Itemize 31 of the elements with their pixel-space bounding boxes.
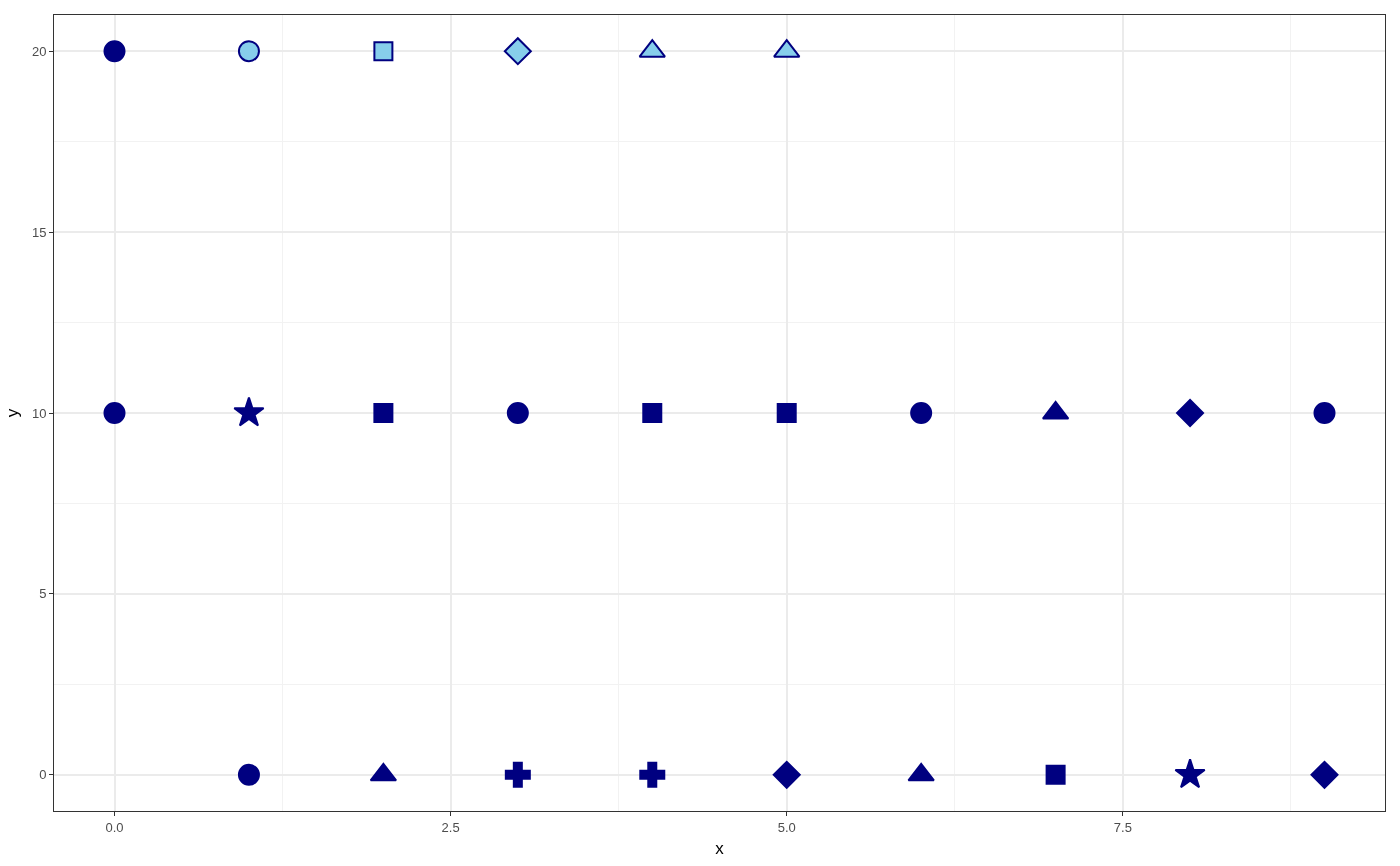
point	[237, 40, 260, 63]
point	[103, 402, 126, 424]
point	[1045, 764, 1066, 785]
point	[910, 402, 933, 424]
point	[237, 763, 260, 786]
point	[373, 403, 394, 423]
point	[639, 761, 666, 788]
x-tick-label: 2.5	[441, 819, 460, 835]
y-tick-label: 0	[39, 767, 47, 783]
x-tick-label: 7.5	[1113, 819, 1132, 835]
y-tick-label: 5	[39, 586, 47, 602]
point	[373, 41, 394, 62]
y-tick-label: 20	[31, 43, 47, 59]
x-tick-label: 5.0	[777, 819, 796, 835]
point	[504, 761, 531, 788]
point	[776, 403, 797, 423]
point	[506, 402, 529, 424]
point	[103, 40, 126, 63]
x-axis-title: x	[715, 839, 725, 858]
point	[772, 760, 801, 789]
point	[642, 403, 663, 423]
point	[1176, 399, 1205, 427]
point	[1174, 758, 1206, 789]
y-tick-label: 15	[31, 224, 47, 240]
x-tick-label: 0.0	[105, 819, 124, 835]
point	[503, 37, 532, 66]
point	[1313, 402, 1336, 424]
point	[1310, 760, 1339, 789]
y-axis-title: y	[3, 408, 23, 418]
y-tick-label: 10	[31, 405, 47, 421]
point	[233, 396, 265, 427]
